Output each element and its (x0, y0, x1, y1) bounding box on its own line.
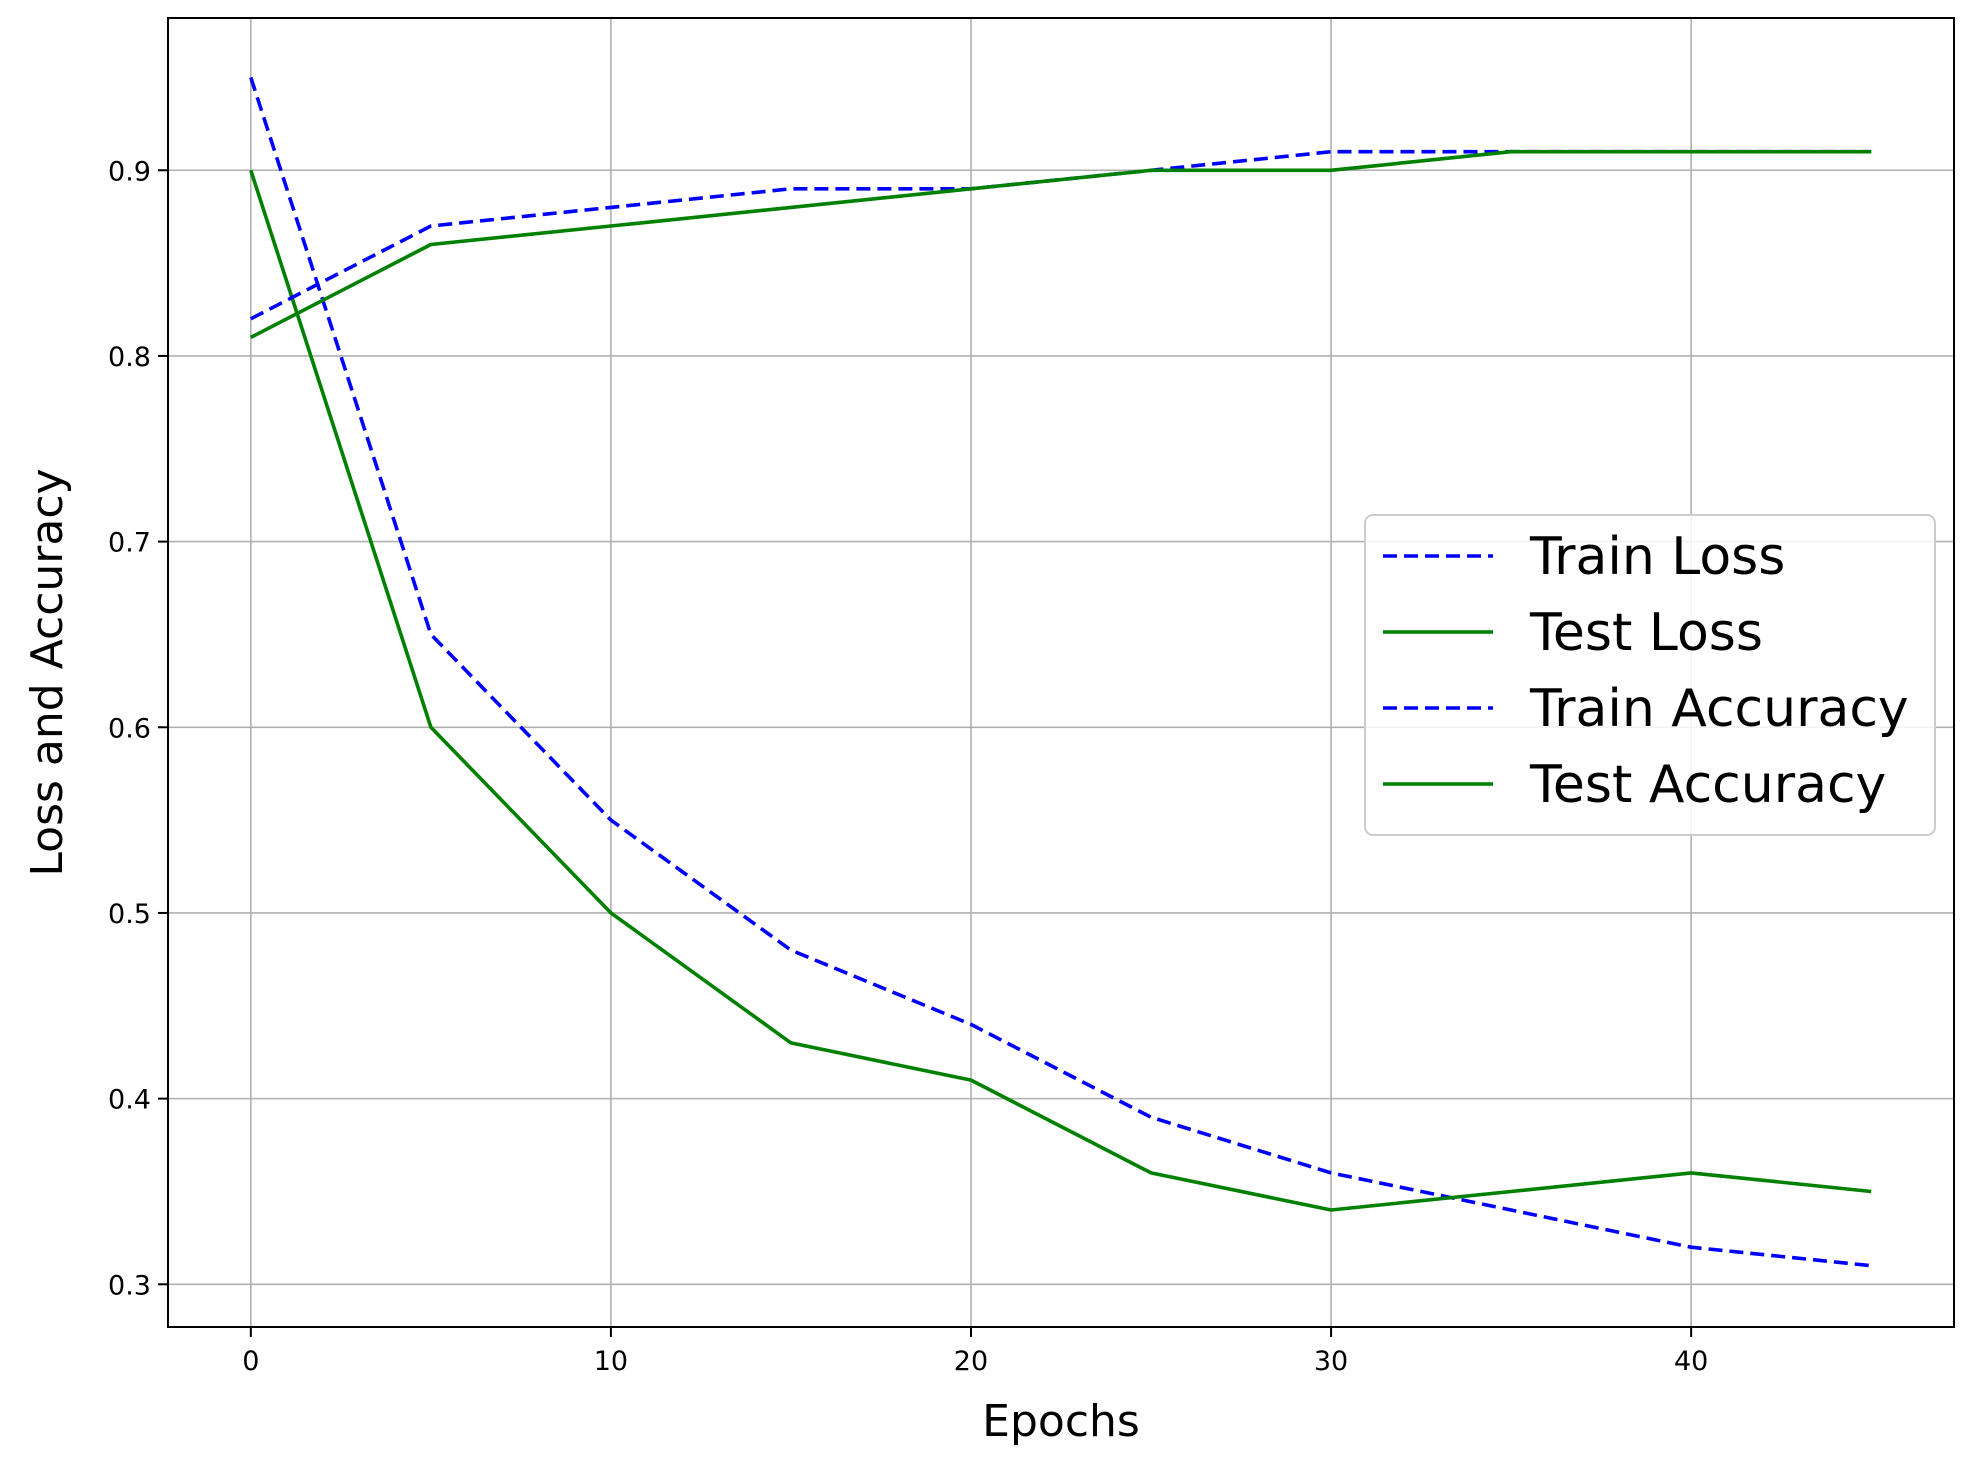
plot-frame (167, 17, 1955, 1328)
y-tick-label: 0.6 (108, 713, 151, 744)
x-tick-label: 30 (1314, 1346, 1348, 1377)
axis-ticks: 0 10 20 30 40 0.3 0.4 0.5 0.6 0.7 0.8 0.9 (108, 156, 1708, 1377)
x-axis-title: Epochs (982, 1396, 1140, 1447)
series-line-1 (249, 76, 1872, 1268)
legend-label: Test Accuracy (1529, 755, 1886, 815)
y-tick-label: 0.8 (108, 342, 151, 373)
x-tick-label: 20 (954, 1346, 988, 1377)
legend-label: Train Accuracy (1529, 679, 1909, 739)
legend-label: Train Loss (1529, 527, 1785, 587)
y-tick-label: 0.5 (108, 899, 151, 930)
legend-box (1364, 514, 1936, 836)
x-tick-label: 40 (1674, 1346, 1708, 1377)
y-tick-label: 0.9 (108, 156, 151, 187)
series-lines (249, 76, 1872, 1268)
series-line-4 (249, 149, 1872, 339)
legend-label: Test Loss (1529, 603, 1763, 663)
y-tick-label: 0.3 (108, 1270, 151, 1301)
x-tick-label: 0 (242, 1346, 259, 1377)
x-tick-label: 10 (594, 1346, 628, 1377)
y-tick-label: 0.7 (108, 528, 151, 559)
series-line-2 (249, 169, 1872, 1212)
series-line-3 (249, 149, 1872, 321)
y-axis-title: Loss and Accuracy (22, 468, 73, 876)
legend: Train Loss Test Loss Train Accuracy Test Ac… (1364, 514, 1936, 836)
y-tick-label: 0.4 (108, 1085, 151, 1116)
